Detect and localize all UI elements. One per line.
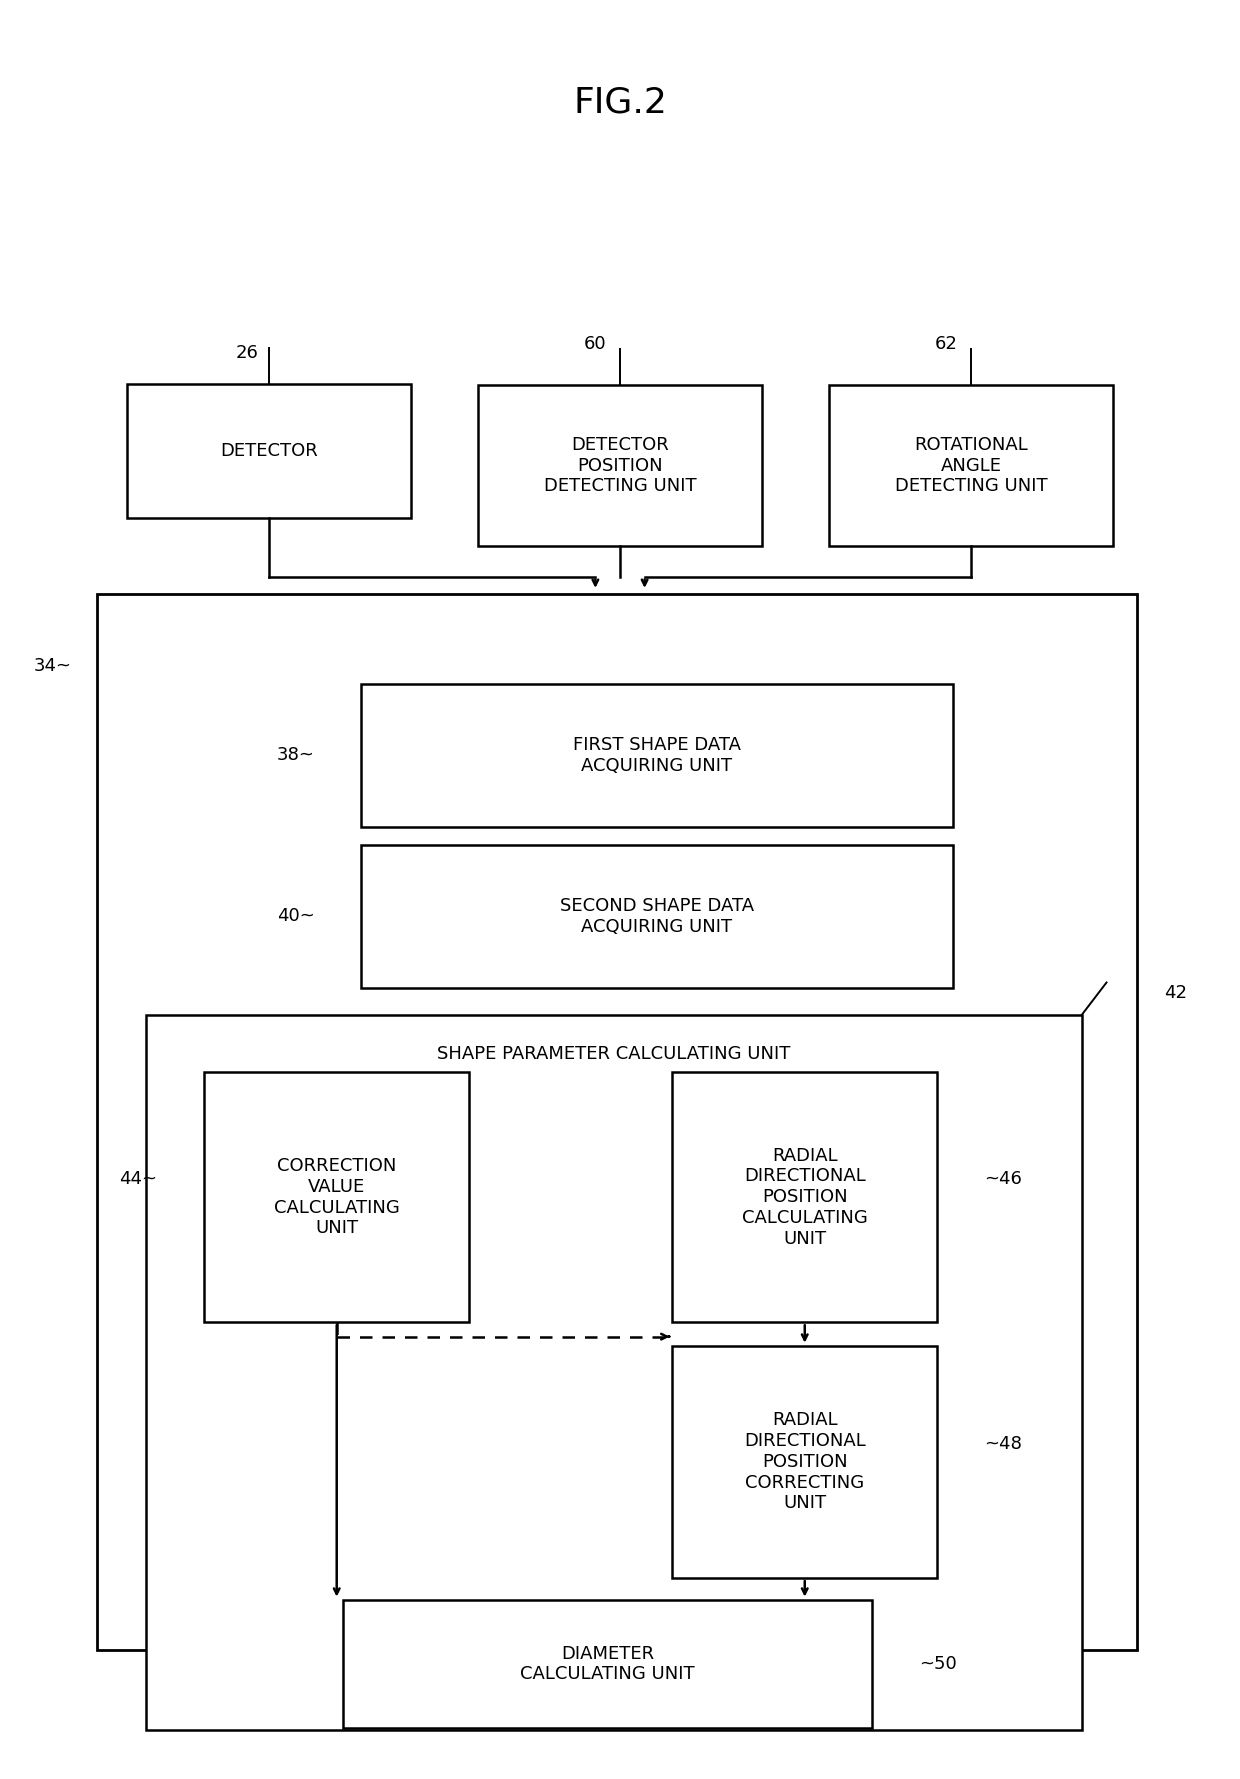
Text: DETECTOR: DETECTOR [219,443,317,461]
Bar [361,683,952,827]
Text: RADIAL
DIRECTIONAL
POSITION
CALCULATING
UNIT: RADIAL DIRECTIONAL POSITION CALCULATING … [742,1146,868,1247]
Bar [146,1014,1081,1731]
Text: 44~: 44~ [119,1171,157,1188]
Text: SECOND SHAPE DATA
ACQUIRING UNIT: SECOND SHAPE DATA ACQUIRING UNIT [560,897,754,936]
Text: FIRST SHAPE DATA
ACQUIRING UNIT: FIRST SHAPE DATA ACQUIRING UNIT [573,737,742,776]
Text: DETECTOR
POSITION
DETECTING UNIT: DETECTOR POSITION DETECTING UNIT [543,436,697,495]
Text: 40~: 40~ [277,907,315,925]
Bar [343,1599,873,1729]
Bar [97,594,1137,1649]
Bar [205,1073,469,1322]
Text: SHAPE PARAMETER CALCULATING UNIT: SHAPE PARAMETER CALCULATING UNIT [438,1044,791,1064]
Text: ~48: ~48 [985,1436,1022,1453]
Text: 34~: 34~ [33,656,72,674]
Text: CORRECTION
VALUE
CALCULATING
UNIT: CORRECTION VALUE CALCULATING UNIT [274,1156,399,1238]
Text: DIAMETER
CALCULATING UNIT: DIAMETER CALCULATING UNIT [521,1644,694,1683]
Text: ROTATIONAL
ANGLE
DETECTING UNIT: ROTATIONAL ANGLE DETECTING UNIT [895,436,1048,495]
Bar [672,1345,937,1578]
Text: FIG.2: FIG.2 [573,85,667,119]
Bar [672,1073,937,1322]
Text: 60: 60 [584,334,606,352]
Text: ~46: ~46 [985,1171,1022,1188]
Bar [128,384,410,518]
Text: RADIAL
DIRECTIONAL
POSITION
CORRECTING
UNIT: RADIAL DIRECTIONAL POSITION CORRECTING U… [744,1411,866,1512]
Bar [830,384,1112,546]
Bar [479,384,761,546]
Text: ~50: ~50 [919,1654,957,1672]
Bar [361,845,952,987]
Text: 38~: 38~ [277,747,315,765]
Text: 42: 42 [1164,984,1188,1002]
Text: 26: 26 [236,343,258,361]
Text: 62: 62 [935,334,957,352]
